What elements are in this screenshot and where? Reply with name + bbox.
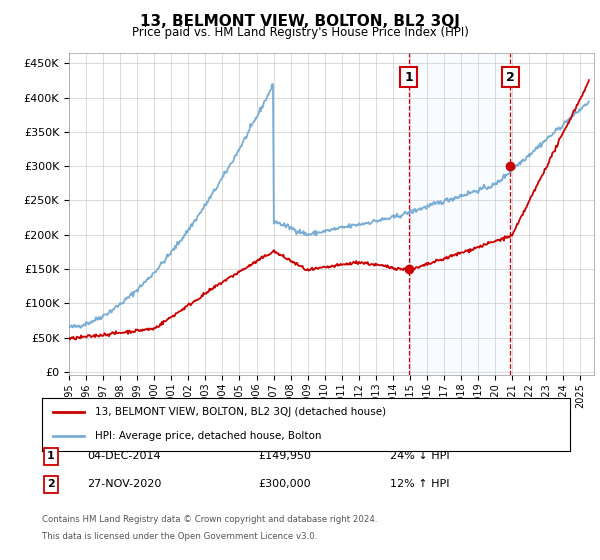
Text: £300,000: £300,000 [258, 479, 311, 489]
Text: 27-NOV-2020: 27-NOV-2020 [87, 479, 161, 489]
Text: Price paid vs. HM Land Registry's House Price Index (HPI): Price paid vs. HM Land Registry's House … [131, 26, 469, 39]
Text: 24% ↓ HPI: 24% ↓ HPI [390, 451, 449, 461]
Text: 13, BELMONT VIEW, BOLTON, BL2 3QJ: 13, BELMONT VIEW, BOLTON, BL2 3QJ [140, 14, 460, 29]
Text: HPI: Average price, detached house, Bolton: HPI: Average price, detached house, Bolt… [95, 431, 322, 441]
Text: 1: 1 [404, 71, 413, 83]
Text: 04-DEC-2014: 04-DEC-2014 [87, 451, 161, 461]
Text: 12% ↑ HPI: 12% ↑ HPI [390, 479, 449, 489]
Text: 13, BELMONT VIEW, BOLTON, BL2 3QJ (detached house): 13, BELMONT VIEW, BOLTON, BL2 3QJ (detac… [95, 408, 386, 418]
Text: 2: 2 [47, 479, 55, 489]
Bar [409, 53, 511, 375]
Text: Contains HM Land Registry data © Crown copyright and database right 2024.: Contains HM Land Registry data © Crown c… [42, 515, 377, 524]
Text: £149,950: £149,950 [258, 451, 311, 461]
Text: This data is licensed under the Open Government Licence v3.0.: This data is licensed under the Open Gov… [42, 532, 317, 541]
Text: 2: 2 [506, 71, 515, 83]
Text: 1: 1 [47, 451, 55, 461]
